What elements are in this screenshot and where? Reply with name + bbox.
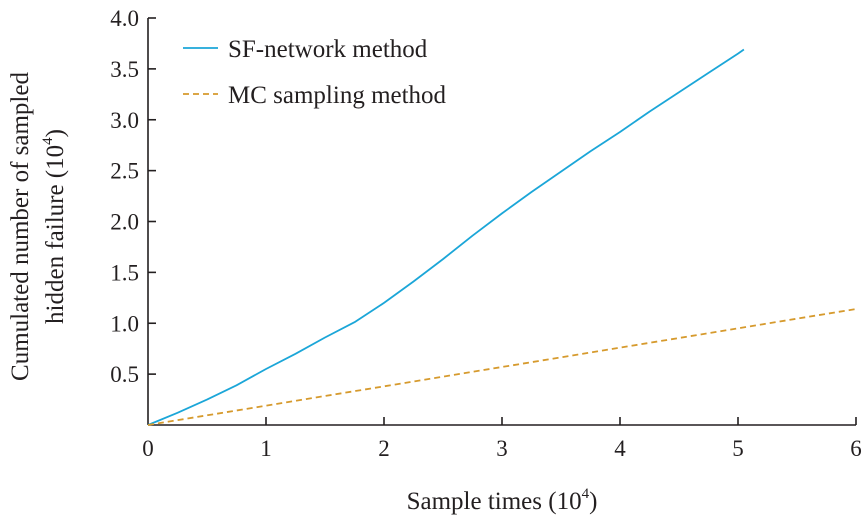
x-tick-label: 1 <box>260 436 272 461</box>
axes <box>147 18 856 426</box>
x-tick-label: 5 <box>732 436 744 461</box>
y-tick-label: 3.0 <box>110 108 139 133</box>
y-tick-label: 4.0 <box>110 6 139 31</box>
legend-label-1: SF-network method <box>228 36 428 63</box>
series-line-1 <box>147 48 745 426</box>
x-tick-label: 4 <box>614 436 626 461</box>
y-tick-label: 0.5 <box>110 362 139 387</box>
y-tick-label: 1.5 <box>110 260 139 285</box>
y-tick-label: 2.5 <box>110 159 139 184</box>
y-axis-title-line1: Cumulated number of sampled <box>7 72 34 381</box>
x-axis-title-text: Sample times <box>407 488 542 515</box>
x-tick-label: 0 <box>142 436 154 461</box>
x-axis-title: Sample times (104) <box>407 486 598 515</box>
y-tick-label: 2.0 <box>110 210 139 235</box>
x-ticks: 0 1 2 3 4 5 6 <box>142 417 862 461</box>
y-axis-title-exponent: 4 <box>40 137 56 145</box>
y-tick-label: 3.5 <box>110 57 139 82</box>
y-tick-label: 1.0 <box>110 311 139 336</box>
x-tick-label: 6 <box>850 436 862 461</box>
x-axis-title-exponent: 4 <box>582 486 590 502</box>
series-layer <box>147 48 857 426</box>
x-tick-label: 2 <box>378 436 390 461</box>
y-axis-title-line2: hidden failure (104) <box>40 129 69 324</box>
y-axis-title-line2-text: hidden failure <box>42 184 69 324</box>
x-tick-label: 3 <box>496 436 508 461</box>
y-ticks: 0.5 1.0 1.5 2.0 2.5 3.0 3.5 4.0 <box>110 6 156 387</box>
series-line-2 <box>147 308 857 426</box>
legend: SF-network method MC sampling method <box>183 36 447 109</box>
legend-label-2: MC sampling method <box>228 82 447 109</box>
